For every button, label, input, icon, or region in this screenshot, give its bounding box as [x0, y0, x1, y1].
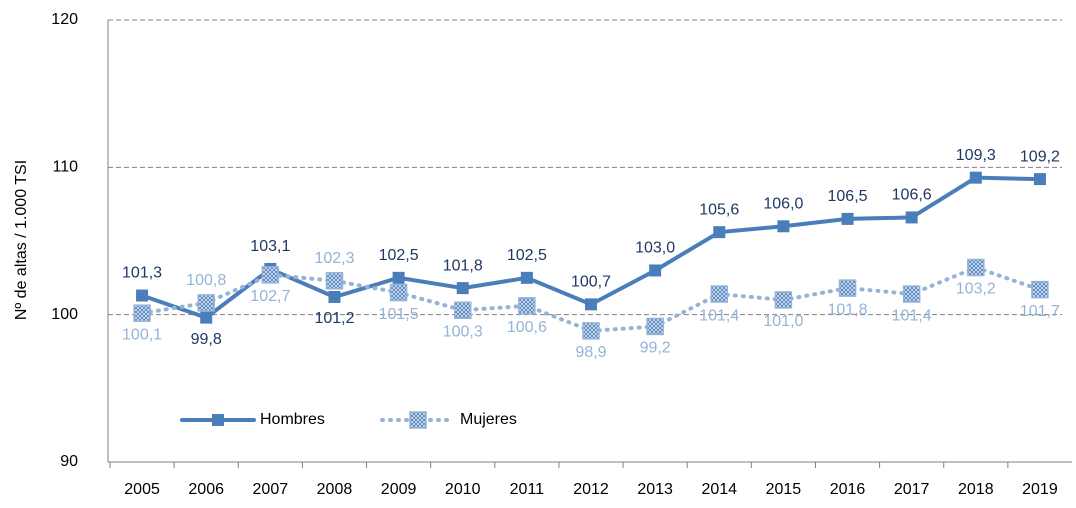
marker	[261, 266, 280, 284]
marker	[520, 271, 533, 284]
data-label: 102,5	[379, 247, 419, 264]
data-label: 101,5	[379, 306, 419, 323]
legend-label: Mujeres	[460, 411, 517, 428]
x-tick-label: 2012	[573, 481, 609, 498]
y-tick-label: 90	[60, 453, 78, 470]
marker	[967, 258, 985, 277]
data-label: 103,0	[635, 240, 675, 257]
marker	[713, 226, 726, 239]
marker	[646, 317, 664, 336]
x-tick-label: 2008	[317, 481, 353, 498]
marker	[200, 311, 213, 324]
data-label: 109,2	[1020, 148, 1060, 165]
data-label: 102,7	[250, 288, 290, 305]
data-label: 106,0	[763, 195, 803, 212]
marker	[1033, 173, 1046, 186]
data-label: 101,8	[443, 257, 483, 274]
legend-marker	[409, 411, 427, 429]
marker	[518, 297, 536, 315]
x-tick-label: 2015	[766, 481, 802, 498]
data-label: 106,6	[892, 187, 932, 204]
data-label: 106,5	[828, 188, 868, 205]
x-tick-label: 2006	[188, 481, 224, 498]
data-label: 102,5	[507, 247, 547, 264]
y-tick-label: 110	[52, 159, 78, 176]
marker	[774, 291, 793, 309]
data-label: 101,4	[699, 307, 739, 324]
data-label: 101,2	[314, 310, 354, 327]
data-label: 100,1	[122, 326, 162, 343]
marker	[456, 282, 469, 295]
data-label: 100,6	[507, 319, 547, 336]
x-tick-label: 2018	[958, 481, 994, 498]
marker	[838, 279, 857, 297]
marker	[133, 304, 151, 322]
marker	[969, 171, 982, 184]
marker	[389, 283, 408, 302]
marker	[841, 212, 854, 225]
x-tick-label: 2007	[253, 481, 289, 498]
data-label: 101,3	[122, 265, 162, 282]
data-label: 100,3	[443, 323, 483, 340]
data-label: 109,3	[956, 147, 996, 164]
marker	[328, 290, 341, 303]
y-axis-label: Nº de altas / 1.000 TSI	[13, 160, 30, 320]
x-tick-label: 2005	[124, 481, 160, 498]
x-tick-label: 2019	[1022, 481, 1058, 498]
x-tick-label: 2016	[830, 481, 866, 498]
x-tick-label: 2014	[701, 481, 737, 498]
y-tick-label: 100	[51, 306, 78, 323]
x-tick-label: 2009	[381, 481, 417, 498]
legend-label: Hombres	[260, 411, 325, 428]
data-label: 98,9	[575, 344, 606, 361]
data-label: 99,8	[191, 331, 222, 348]
data-label: 101,0	[763, 313, 803, 330]
data-label: 103,2	[956, 281, 996, 298]
y-tick-label: 120	[51, 11, 78, 28]
marker	[777, 220, 790, 233]
marker	[453, 301, 472, 319]
x-tick-label: 2011	[510, 481, 545, 498]
marker	[1031, 280, 1049, 299]
marker	[905, 211, 918, 224]
data-label: 100,7	[571, 274, 611, 291]
data-label: 102,3	[314, 250, 354, 267]
data-label: 100,8	[186, 272, 226, 289]
data-label: 101,8	[828, 301, 868, 318]
marker	[710, 285, 729, 303]
x-tick-label: 2017	[894, 481, 930, 498]
data-label: 99,2	[640, 340, 671, 357]
marker	[585, 298, 597, 311]
marker	[582, 322, 600, 340]
data-label: 101,4	[892, 307, 932, 324]
data-label: 105,6	[699, 201, 739, 218]
x-tick-label: 2013	[637, 481, 673, 498]
marker	[136, 289, 149, 302]
data-label: 101,7	[1020, 303, 1060, 320]
legend-marker	[212, 414, 224, 426]
marker	[649, 264, 662, 277]
marker	[197, 294, 215, 312]
marker	[902, 285, 921, 303]
marker	[392, 271, 405, 284]
data-label: 103,1	[250, 238, 290, 255]
marker	[325, 272, 344, 290]
x-tick-label: 2010	[445, 481, 481, 498]
